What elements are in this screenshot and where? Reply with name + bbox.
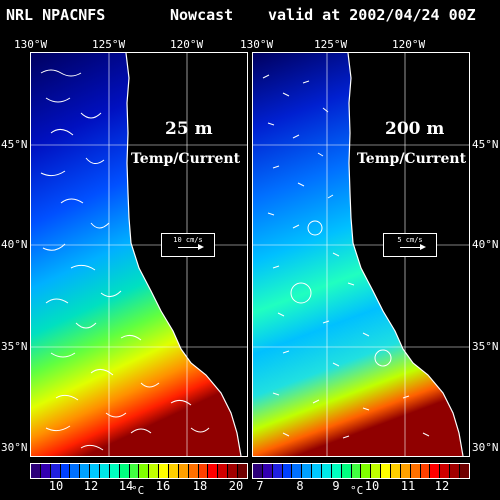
colorbar-swatch [238,464,247,478]
colorbar-swatch [139,464,150,478]
colorbar-swatch [70,464,81,478]
lat-label-45n-left: 45°N [1,138,28,151]
reference-vector-label-25m: 10 cm/s [173,236,203,244]
reference-vector-box-200m: 5 cm/s [383,233,437,257]
lon-label-130w-left: 130°W [14,38,48,51]
colorbar-swatch [272,464,283,478]
colorbar-200m-tick: 10 [364,479,380,493]
coastline-25m [125,53,242,456]
colorbar-swatch [341,464,352,478]
reference-arrowhead-200m [420,244,426,250]
depth-label-25m: 25 m [165,119,213,139]
model-name: NRL NPACNFS [6,6,106,24]
colorbar-swatch [159,464,170,478]
colorbar-25m-tick: 18 [192,479,208,493]
lon-label-125w-right: 125°W [314,38,348,51]
lon-label-130w-right: 130°W [240,38,274,51]
colorbar-200m [252,463,470,479]
colorbar-swatch [262,464,273,478]
colorbar-swatch [371,464,382,478]
current-vectors-200m [262,74,430,439]
colorbar-swatch [400,464,411,478]
colorbar-swatch [440,464,451,478]
colorbar-25m-unit: °C [131,484,145,497]
colorbar-200m-tick: 8 [296,479,304,493]
lat-label-45n-right: 45°N [472,138,499,151]
colorbar-swatch [50,464,61,478]
variable-label-200m: Temp/Current [357,151,467,167]
product-type: Nowcast [170,6,234,24]
colorbar-swatch [331,464,342,478]
colorbar-swatch [40,464,51,478]
colorbar-swatch [312,464,323,478]
current-vectors-25m [40,69,210,451]
colorbar-swatch [218,464,229,478]
depth-label-200m: 200 m [385,119,445,139]
reference-vector-box-25m: 10 cm/s [161,233,215,257]
colorbar-swatch [282,464,293,478]
colorbar-swatch [149,464,160,478]
colorbar-swatch [198,464,209,478]
colorbar-25m-tick: 10 [48,479,64,493]
lat-label-35n-right: 35°N [472,340,499,353]
lon-label-120w-left: 120°W [170,38,204,51]
lat-label-35n-left: 35°N [1,340,28,353]
lat-label-40n-left: 40°N [1,238,28,251]
lat-label-30n-left: 30°N [1,441,28,454]
reference-arrow-25m [178,247,200,248]
coastline-200m [347,53,464,456]
map-panel-200m[interactable]: 200 m Temp/Current 5 cm/s [252,52,470,457]
valid-time: valid at 2002/04/24 00Z [268,6,476,24]
colorbar-25m-tick: 16 [155,479,171,493]
colorbar-200m-tick: 11 [400,479,416,493]
colorbar-swatch [208,464,219,478]
colorbar-swatch [129,464,140,478]
colorbar-swatch [420,464,431,478]
colorbar-25m-tick: 20 [228,479,244,493]
reference-arrow-200m [400,247,422,248]
variable-label-25m: Temp/Current [131,151,241,167]
colorbar-swatch [90,464,101,478]
colorbar-swatch [80,464,91,478]
colorbar-swatch [228,464,239,478]
colorbar-swatch [460,464,469,478]
colorbar-swatch [391,464,401,478]
lat-label-40n-right: 40°N [472,238,499,251]
colorbar-swatch [430,464,441,478]
colorbar-swatch [31,464,41,478]
reference-arrowhead-25m [198,244,204,250]
lat-label-30n-right: 30°N [472,441,499,454]
colorbar-swatch [60,464,71,478]
colorbar-swatch [292,464,303,478]
reference-vector-label-200m: 5 cm/s [397,236,423,244]
map-panel-25m[interactable]: 25 m Temp/Current 10 cm/s [30,52,248,457]
colorbar-swatch [410,464,421,478]
colorbar-200m-tick: 12 [434,479,450,493]
colorbar-25m [30,463,248,479]
colorbar-200m-tick: 7 [256,479,264,493]
colorbar-swatch [450,464,461,478]
colorbar-swatch [381,464,392,478]
colorbar-swatch [302,464,313,478]
colorbar-swatch [188,464,199,478]
colorbar-swatch [119,464,130,478]
colorbar-25m-tick: 14 [118,479,134,493]
colorbar-swatch [109,464,120,478]
colorbar-swatch [100,464,110,478]
colorbar-swatch [253,464,263,478]
colorbar-200m-unit: °C [350,484,364,497]
lon-label-120w-right: 120°W [392,38,426,51]
colorbar-swatch [351,464,362,478]
lon-label-125w-left: 125°W [92,38,126,51]
colorbar-swatch [361,464,372,478]
colorbar-200m-tick: 9 [332,479,340,493]
colorbar-swatch [322,464,332,478]
colorbar-swatch [169,464,179,478]
colorbar-25m-tick: 12 [83,479,99,493]
colorbar-swatch [178,464,189,478]
